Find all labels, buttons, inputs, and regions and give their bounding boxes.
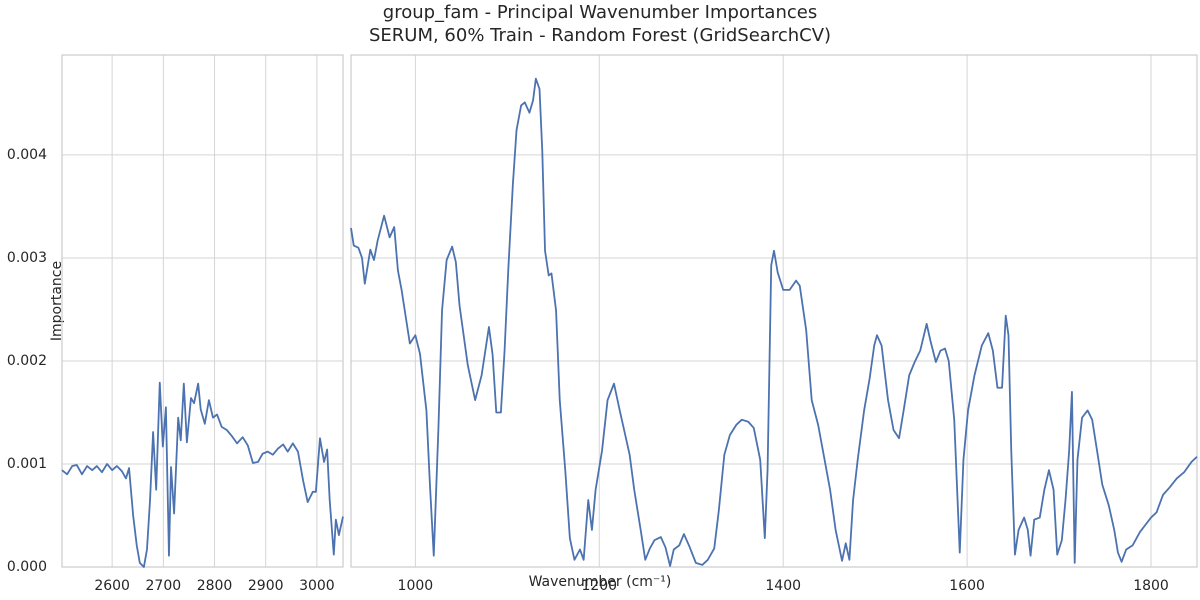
x-tick-label: 1000 <box>398 578 434 594</box>
x-tick-label: 1600 <box>949 578 985 594</box>
chart-subtitle: SERUM, 60% Train - Random Forest (GridSe… <box>369 25 831 46</box>
y-tick-label: 0.002 <box>7 353 47 369</box>
x-tick-label: 1800 <box>1133 578 1169 594</box>
x-tick-label: 1200 <box>581 578 617 594</box>
x-tick-label: 2900 <box>248 578 284 594</box>
plot-frame <box>61 54 344 568</box>
x-tick-label: 2700 <box>146 578 182 594</box>
x-tick-label: 2600 <box>94 578 130 594</box>
y-tick-label: 0.001 <box>7 456 47 472</box>
y-tick-label: 0.004 <box>7 147 47 163</box>
chart-title: group_fam - Principal Wavenumber Importa… <box>383 2 817 23</box>
y-tick-label: 0.003 <box>7 250 47 266</box>
x-tick-label: 3000 <box>299 578 335 594</box>
data-line <box>61 381 344 568</box>
x-tick-label: 1400 <box>765 578 801 594</box>
x-axis-label: Wavenumber (cm⁻¹) <box>529 574 672 590</box>
plot-frame <box>350 54 1198 568</box>
y-axis-label: Importance <box>49 261 65 341</box>
data-line <box>350 77 1198 567</box>
x-tick-label: 2800 <box>197 578 233 594</box>
y-tick-label: 0.000 <box>7 559 47 575</box>
